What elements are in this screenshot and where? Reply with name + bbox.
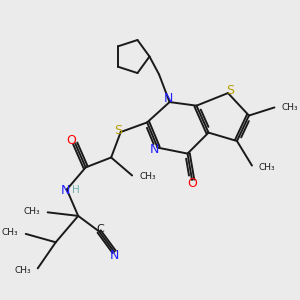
Text: CH₃: CH₃ xyxy=(140,172,156,181)
Text: N: N xyxy=(110,249,119,262)
Text: O: O xyxy=(67,134,76,147)
Text: O: O xyxy=(187,177,197,190)
Text: CH₃: CH₃ xyxy=(281,103,298,112)
Text: CH₃: CH₃ xyxy=(14,266,31,274)
Text: CH₃: CH₃ xyxy=(2,228,18,237)
Text: N: N xyxy=(164,92,173,105)
Text: N: N xyxy=(149,142,159,156)
Text: C: C xyxy=(96,224,103,234)
Text: S: S xyxy=(114,124,122,137)
Text: H: H xyxy=(72,185,80,195)
Text: N: N xyxy=(61,184,70,196)
Text: S: S xyxy=(226,84,234,97)
Text: CH₃: CH₃ xyxy=(23,207,40,216)
Text: CH₃: CH₃ xyxy=(259,163,275,172)
